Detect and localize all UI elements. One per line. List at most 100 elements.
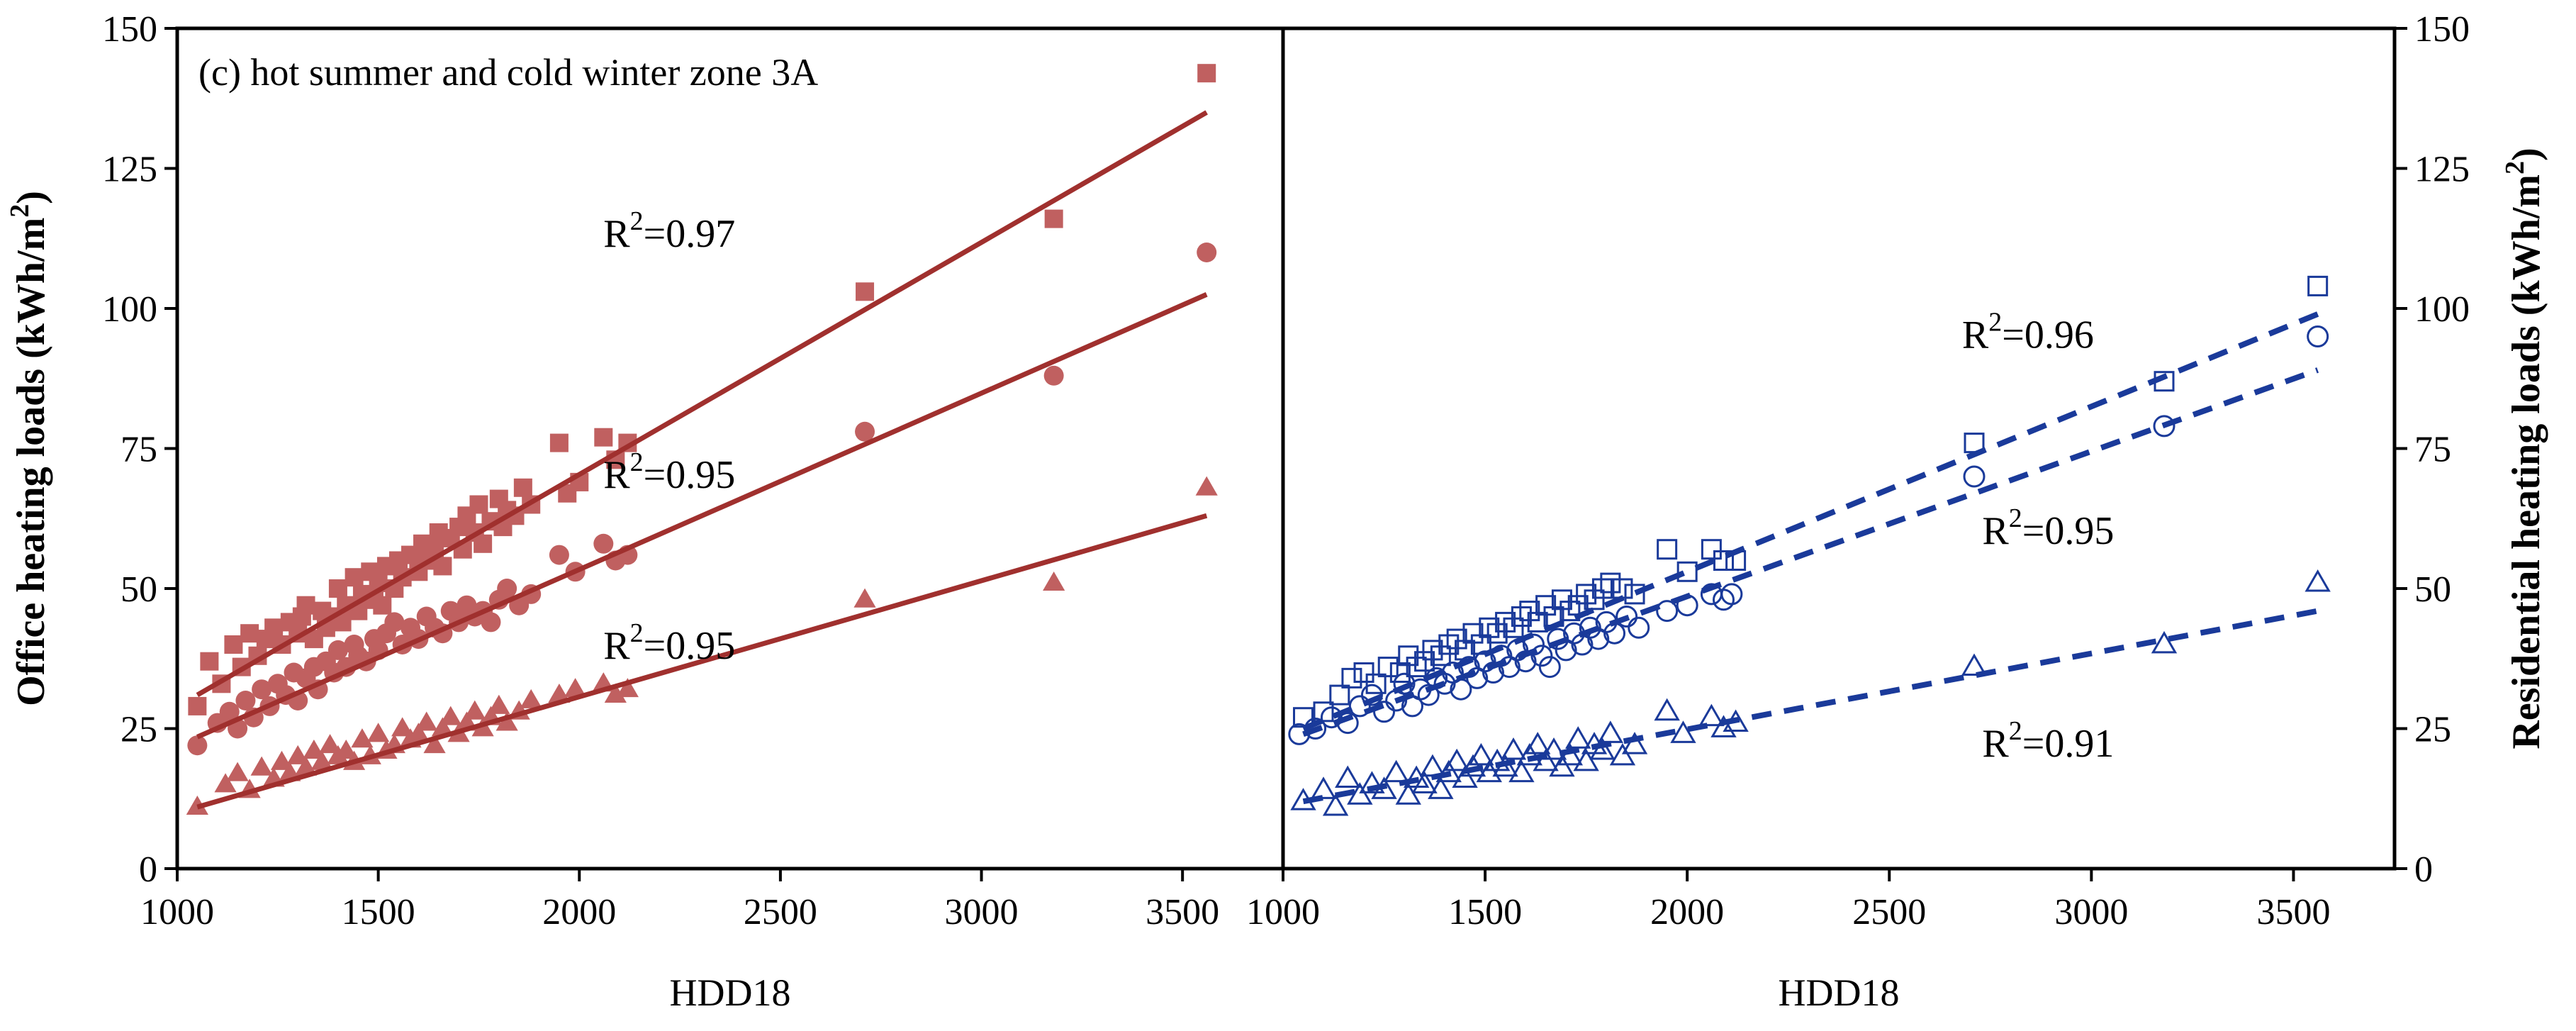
residential-ytick-label: 75 — [2414, 430, 2451, 470]
office-fit-line — [196, 513, 1208, 810]
office-point-triangle — [367, 723, 390, 742]
residential-series-triangle-open: R2=0.91 — [1290, 569, 2331, 816]
residential-point-square — [1701, 539, 1722, 560]
office-point-square — [328, 579, 347, 598]
residential-ytick-label: 125 — [2414, 150, 2470, 190]
office-yaxis-label: Office heating loads (kWh/m2) — [5, 191, 53, 706]
residential-point-circle — [1373, 701, 1396, 723]
residential-point-triangle — [1468, 742, 1494, 766]
residential-point-circle — [1348, 695, 1371, 718]
residential-point-triangle — [1621, 732, 1648, 754]
office-ytick-label: 125 — [102, 150, 157, 190]
residential-r2-prefix: R — [1982, 509, 2009, 553]
office-point-triangle — [520, 689, 542, 708]
office-point-square — [856, 282, 875, 301]
office-point-triangle — [310, 750, 333, 770]
office-point-square — [200, 652, 219, 671]
office-point-square — [296, 596, 315, 615]
office-point-square — [345, 568, 364, 587]
office-point-triangle — [1195, 476, 1218, 496]
residential-xtick-label: 1500 — [1448, 892, 1522, 932]
residential-point-circle — [1530, 645, 1553, 667]
residential-r2-value: =0.91 — [2022, 722, 2115, 766]
office-r2-prefix: R — [603, 624, 630, 668]
residential-ytick-label: 25 — [2414, 710, 2451, 750]
office-yaxis-label-close: ) — [9, 191, 53, 204]
residential-point-circle — [1433, 672, 1456, 695]
residential-point-triangle — [1500, 737, 1527, 760]
residential-point-square — [1479, 617, 1500, 638]
residential-point-square — [1438, 634, 1460, 655]
office-point-triangle — [439, 706, 462, 725]
office-ytick-label: 75 — [121, 430, 157, 470]
office-point-square — [433, 557, 452, 576]
residential-point-square — [1591, 578, 1613, 599]
office-xtick-label: 1000 — [140, 892, 214, 932]
residential-point-triangle — [1573, 748, 1599, 771]
residential-point-square — [1377, 657, 1399, 678]
residential-point-circle — [1360, 684, 1383, 706]
office-xtick-label: 2000 — [542, 892, 616, 932]
residential-ytick-label: 0 — [2414, 849, 2433, 890]
residential-ytick-label: 50 — [2414, 569, 2451, 610]
office-point-triangle — [495, 711, 518, 731]
office-point-triangle — [407, 723, 430, 742]
residential-point-triangle — [1508, 759, 1535, 783]
office-xtick-label: 2500 — [744, 892, 817, 932]
residential-r2-label: R2=0.91 — [1982, 716, 2114, 766]
residential-xtick-label: 2000 — [1650, 892, 1724, 932]
residential-xtick-label: 3000 — [2054, 892, 2128, 932]
residential-point-triangle — [1435, 759, 1462, 783]
office-series-square-filled: R2=0.97 — [188, 64, 1216, 715]
office-r2-sup: 2 — [630, 618, 644, 648]
residential-point-triangle — [1476, 759, 1502, 783]
residential-point-square — [1422, 640, 1443, 661]
office-ytick-label: 50 — [121, 569, 157, 610]
residential-r2-sup: 2 — [2009, 503, 2022, 533]
residential-point-square — [1600, 572, 1621, 593]
residential-r2-sup: 2 — [1988, 307, 2002, 337]
residential-point-triangle — [1710, 715, 1737, 737]
residential-point-square — [1313, 701, 1334, 723]
office-xtick-label: 3000 — [945, 892, 1019, 932]
office-heating-plot: 1000 1500 2000 2500 3000 3500 0 25 50 75 100 125 150… — [5, 9, 1285, 1014]
office-point-triangle — [488, 694, 510, 714]
office-point-triangle — [548, 683, 571, 703]
office-r2-sup: 2 — [630, 447, 644, 477]
residential-point-triangle — [1533, 748, 1559, 771]
office-r2-sup: 2 — [630, 206, 644, 236]
residential-r2-value: =0.95 — [2022, 509, 2115, 553]
office-point-triangle — [564, 678, 587, 698]
office-point-square — [1197, 64, 1216, 83]
office-point-square — [188, 696, 207, 715]
residential-yaxis-label-main: Residential heating loads (kWh/m — [2504, 174, 2548, 749]
office-yaxis-label-main: Office heating loads (kWh/m — [9, 218, 53, 706]
residential-point-circle — [1656, 600, 1679, 623]
residential-point-circle — [1538, 656, 1561, 679]
office-point-square — [594, 428, 613, 447]
residential-point-triangle — [1395, 782, 1421, 805]
residential-point-square — [1389, 662, 1411, 683]
residential-point-square — [1657, 539, 1678, 560]
office-r2-label: R2=0.97 — [603, 206, 735, 256]
office-point-triangle — [250, 756, 273, 776]
residential-point-square — [1551, 589, 1572, 611]
residential-r2-prefix: R — [1982, 722, 2009, 766]
residential-point-square — [1527, 611, 1548, 632]
residential-point-circle — [1304, 718, 1327, 740]
office-point-square — [240, 624, 259, 643]
residential-point-square — [1584, 589, 1605, 611]
panel-label: (c) hot summer and cold winter zone 3A — [198, 51, 818, 94]
residential-point-circle — [2153, 415, 2175, 438]
office-point-triangle — [853, 588, 876, 608]
residential-point-square — [1519, 601, 1540, 622]
residential-point-circle — [1579, 616, 1601, 639]
residential-point-square — [1486, 623, 1508, 644]
residential-r2-value: =0.96 — [2002, 313, 2094, 357]
office-point-triangle — [335, 739, 357, 759]
residential-point-square — [1535, 595, 1557, 616]
residential-point-square — [1353, 662, 1374, 683]
residential-point-triangle — [1359, 771, 1385, 793]
office-point-square — [549, 433, 569, 452]
